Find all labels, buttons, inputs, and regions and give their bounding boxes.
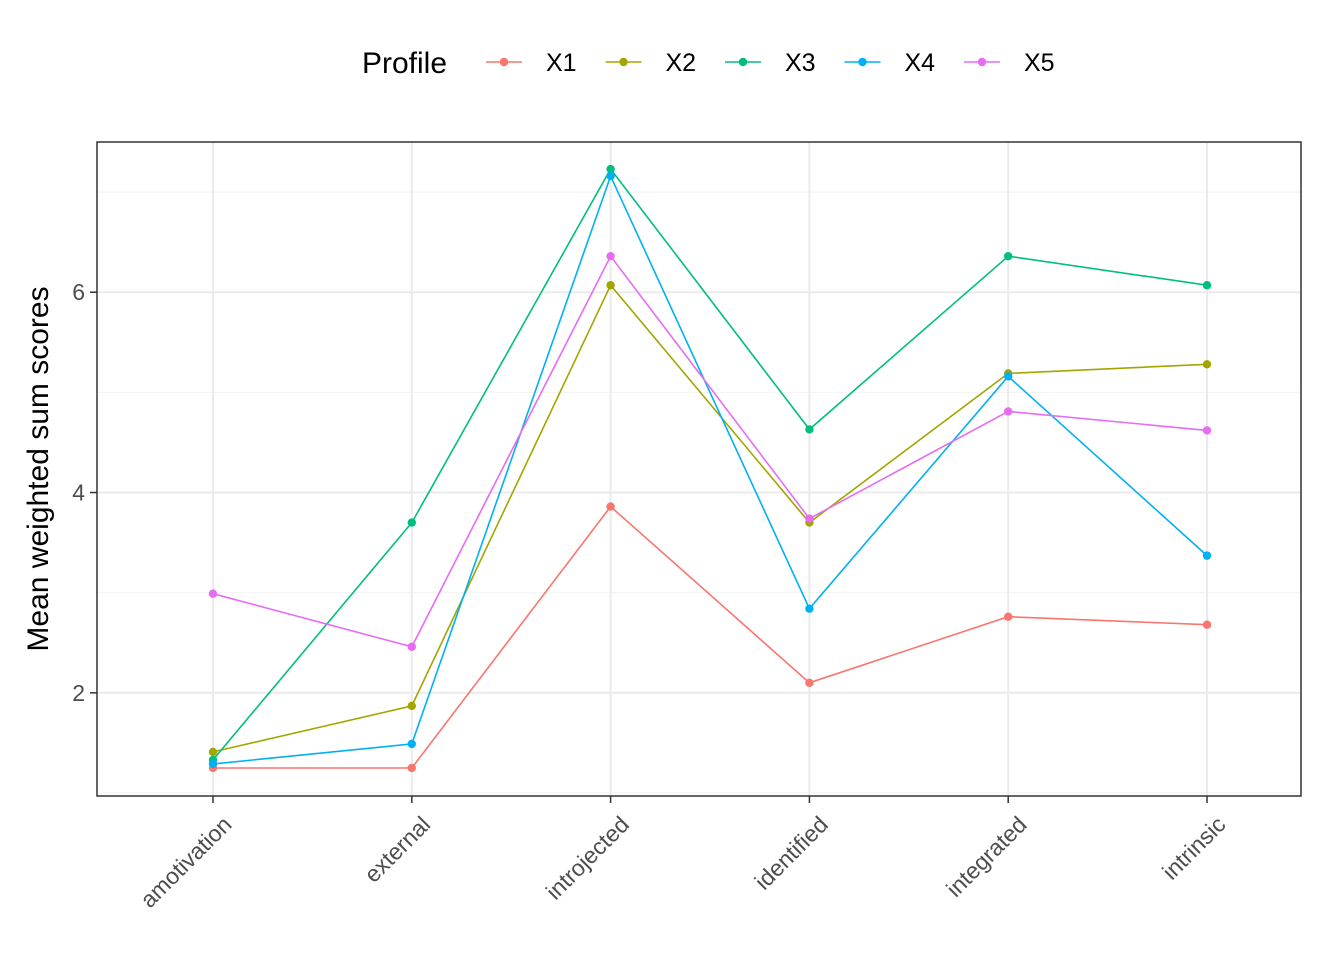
point-X5-identified (805, 514, 814, 523)
series-line-X3 (212, 167, 1208, 761)
grid-minor (97, 191, 1301, 794)
point-X5-amotivation (208, 589, 218, 598)
point-X2-amotivation (208, 747, 218, 757)
grid-major (97, 142, 1301, 796)
point-X4-external (407, 739, 416, 749)
legend-key-point-X2 (619, 57, 628, 67)
legend-label-X3: X3 (785, 49, 816, 77)
point-X1-identified (805, 678, 814, 688)
point-X1-intrinsic (1202, 620, 1212, 629)
legend: Profile X1 X2 X3 X4 X5 (362, 47, 1055, 80)
x-tick-label-amotivation: amotivation (135, 811, 237, 913)
point-X3-identified (805, 425, 814, 434)
series-line-X4 (212, 173, 1208, 765)
legend-label-X1: X1 (546, 49, 577, 77)
point-X2-introjected (606, 281, 615, 290)
legend-label-X2: X2 (666, 49, 697, 77)
point-X1-external (407, 763, 416, 773)
point-X5-intrinsic (1202, 426, 1212, 435)
y-tick-label-4: 4 (72, 480, 85, 506)
x-tick-label-introjected: introjected (541, 811, 634, 904)
x-tick-label-identified: identified (749, 811, 832, 894)
legend-key-point-X1 (499, 57, 509, 67)
legend-label-X5: X5 (1024, 49, 1055, 77)
point-X3-intrinsic (1202, 281, 1212, 290)
point-X1-introjected (606, 502, 615, 511)
series-line-X5 (212, 254, 1208, 648)
legend-key-point-X3 (738, 57, 748, 67)
series-line-X2 (212, 283, 1208, 753)
point-X3-introjected (606, 164, 615, 174)
plot-background (97, 142, 1301, 796)
point-X4-amotivation (208, 759, 218, 769)
x-tick-label-integrated: integrated (941, 811, 1032, 902)
x-axis: amotivation external introjected identified… (135, 796, 1231, 913)
plot-border (96, 141, 1302, 797)
point-X1-integrated (1004, 612, 1013, 621)
legend-key-point-X4 (858, 57, 867, 67)
point-X4-introjected (606, 171, 615, 181)
legend-label-X4: X4 (905, 49, 936, 77)
series-lines (212, 167, 1208, 769)
y-axis: 2 4 6 (72, 279, 97, 706)
point-X3-integrated (1004, 251, 1013, 261)
legend-title: Profile (362, 47, 447, 80)
x-tick-label-intrinsic: intrinsic (1157, 811, 1231, 885)
point-X4-integrated (1004, 372, 1013, 381)
point-X2-external (407, 701, 416, 711)
point-X5-external (407, 642, 416, 651)
x-tick-label-external: external (359, 811, 435, 887)
point-X4-identified (805, 604, 814, 613)
point-X5-introjected (606, 251, 615, 261)
point-X4-intrinsic (1202, 551, 1212, 560)
point-X5-integrated (1004, 407, 1013, 416)
y-tick-label-2: 2 (72, 680, 85, 706)
y-tick-label-6: 6 (72, 279, 85, 305)
y-axis-title: Mean weighted sum scores (22, 286, 55, 651)
point-X3-external (407, 518, 416, 527)
series-points (208, 164, 1212, 773)
point-X2-intrinsic (1202, 360, 1212, 369)
series-line-X1 (213, 505, 1208, 769)
legend-key-point-X5 (977, 57, 987, 67)
legend-items: X1 X2 X3 X4 X5 (486, 49, 1055, 77)
